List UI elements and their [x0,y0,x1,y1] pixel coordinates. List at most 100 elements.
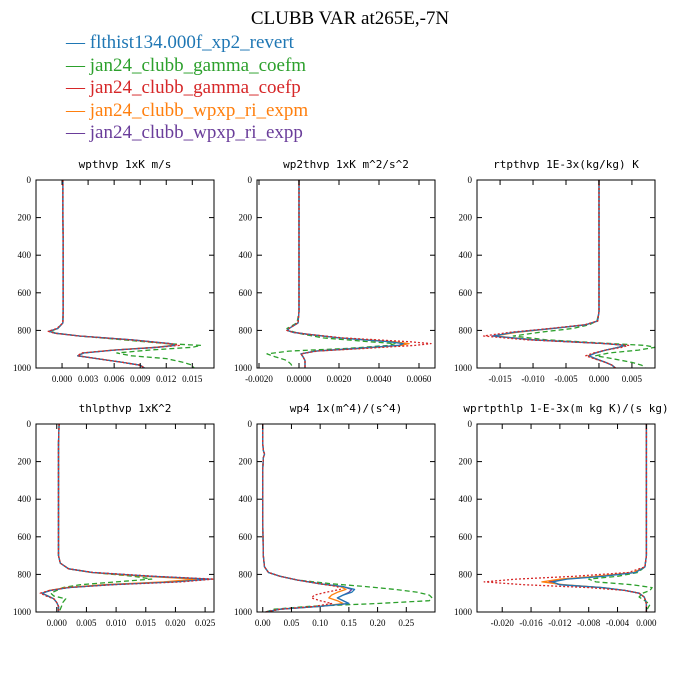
legend-label: jan24_clubb_gamma_coefp [89,77,301,98]
plot-frame [256,179,436,369]
series-line [262,424,353,613]
y-tick-label: 200 [239,457,253,467]
y-tick-label: 800 [18,569,32,579]
legend-entry-5: — jan24_clubb_wpxp_ri_expp [66,122,308,145]
legend: — flthist134.000f_xp2_revert — jan24_clu… [66,32,308,145]
y-tick-label: 1000 [13,607,32,617]
y-tick-label: 600 [459,288,473,298]
x-tick-label: 0.009 [130,374,151,384]
y-tick-label: 200 [459,457,473,467]
legend-swatch: — [66,122,85,143]
x-tick-label: 0.003 [78,374,99,384]
series-line [491,180,626,369]
legend-entry-2: — jan24_clubb_gamma_coefm [66,55,308,78]
legend-entry-4: — jan24_clubb_wpxp_ri_expm [66,100,308,123]
series-line [552,424,648,612]
x-tick-label: 0.05 [284,618,300,628]
series-line [262,424,341,613]
series-line [39,423,215,612]
x-tick-label: -0.020 [491,618,515,628]
y-tick-label: 0 [27,175,32,185]
x-tick-label: 0.015 [136,618,157,628]
x-tick-label: -0.015 [488,374,512,384]
y-tick-label: 800 [18,325,32,335]
y-tick-label: 600 [239,532,253,542]
x-tick-label: 0.0040 [367,374,392,384]
series-line [47,180,180,369]
x-tick-label: 0.025 [195,618,216,628]
x-tick-label: 0.015 [182,374,203,384]
x-tick-label: 0.10 [312,618,328,628]
y-tick-label: 0 [248,175,253,185]
panel-title: wp2thvp 1xK m^2/s^2 [283,158,409,171]
plot-frame [256,423,436,613]
y-tick-label: 400 [459,494,473,504]
legend-swatch: — [66,77,85,98]
x-tick-label: -0.016 [519,618,543,628]
y-tick-label: 200 [459,213,473,223]
y-tick-label: 0 [248,419,253,429]
x-tick-label: -0.0020 [245,374,273,384]
series-line [286,180,404,368]
y-tick-label: 1000 [234,363,253,373]
y-tick-label: 800 [239,569,253,579]
series-line [588,424,653,613]
y-tick-label: 600 [18,532,32,542]
y-tick-label: 400 [239,494,253,504]
y-tick-label: 200 [18,457,32,467]
y-tick-label: 1000 [234,607,253,617]
x-tick-label: 0.000 [47,618,68,628]
legend-label: jan24_clubb_wpxp_ri_expm [89,99,309,121]
panel-title: wpthvp 1xK m/s [79,158,172,171]
x-tick-label: 0.0060 [407,374,432,384]
series-line [262,424,356,613]
profile-panel: wpthvp 1xK m/s 0 200 400 600 800 1000 0.000 0.00… [13,158,215,384]
x-tick-label: 0.000 [636,618,657,628]
legend-entry-3: — jan24_clubb_gamma_coefp [66,77,308,100]
x-tick-label: -0.012 [548,618,571,628]
y-tick-label: 200 [239,213,253,223]
page-title: CLUBB VAR at265E,-7N [250,8,450,29]
series-line [262,424,433,613]
legend-label: flthist134.000f_xp2_revert [89,32,294,53]
panel-title: rtpthvp 1E-3x(kg/kg) K [493,158,639,171]
series-line [48,180,174,369]
series-line [548,424,648,612]
x-tick-label: -0.008 [577,618,601,628]
y-tick-label: 1000 [454,607,473,617]
profile-panel: wprtpthlp 1-E-3x(m kg K)/(s kg) 0 200 400 60… [454,402,669,628]
y-tick-label: 400 [459,250,473,260]
profile-panel: wp2thvp 1xK m^2/s^2 0 200 400 600 800 1000-0.0… [234,158,436,384]
y-tick-label: 0 [468,419,473,429]
x-tick-label: 0.25 [398,618,414,628]
x-tick-label: -0.004 [606,618,630,628]
x-tick-label: 0.010 [106,618,127,628]
x-tick-label: 0.012 [156,374,176,384]
plot-frame [476,423,656,613]
x-tick-label: 0.20 [370,618,386,628]
y-tick-label: 600 [18,288,32,298]
series-line [48,180,175,369]
x-tick-label: 0.000 [589,374,610,384]
series-line [482,180,630,369]
series-line [483,424,648,612]
x-tick-label: 0.020 [165,618,186,628]
y-tick-label: 1000 [454,363,473,373]
x-tick-label: 0.006 [104,374,125,384]
y-tick-label: 400 [18,250,32,260]
panel-title: thlpthvp 1xK^2 [79,402,172,415]
legend-swatch: — [66,32,85,53]
panel-title: wprtpthlp 1-E-3x(m kg K)/(s kg) [463,402,668,415]
series-line [492,180,626,369]
x-tick-label: 0.0020 [327,374,352,384]
x-tick-label: 0.00 [255,618,271,628]
plot-frame [35,423,215,613]
x-tick-label: 0.15 [341,618,357,628]
series-line [286,180,432,368]
y-tick-label: 400 [18,494,32,504]
y-tick-label: 600 [239,288,253,298]
y-tick-label: 0 [468,175,473,185]
legend-label: jan24_clubb_wpxp_ri_expp [89,122,303,143]
